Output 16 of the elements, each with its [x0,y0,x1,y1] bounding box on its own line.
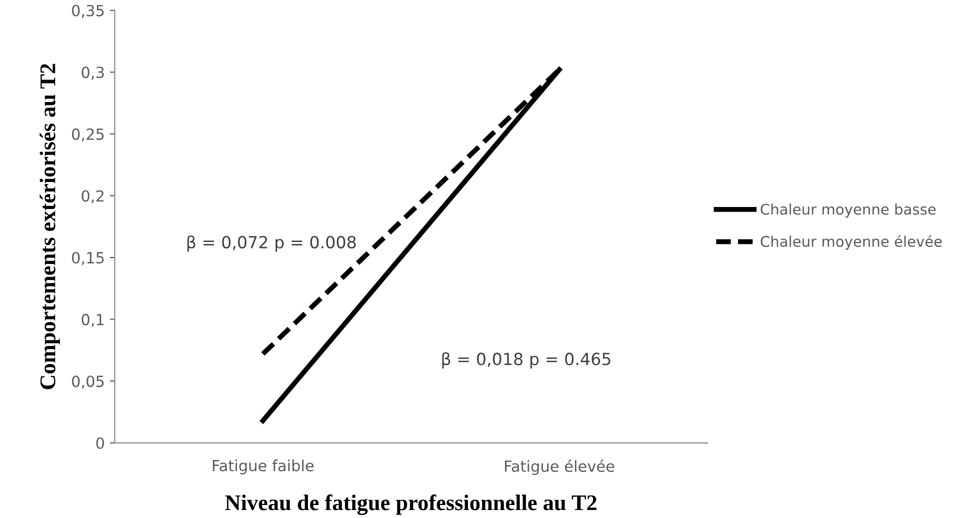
y-tick-label: 0,25 [72,128,104,142]
x-tick-label: Fatigue faible [212,460,314,474]
annotation: β = 0,072 p = 0.008 [187,235,356,252]
x-axis-title: Niveau de fatigue professionnelle au T2 [225,494,596,515]
x-tick-label: Fatigue élevée [505,460,614,475]
y-tick-label: 0 [96,437,104,449]
y-tick-label: 0,1 [82,314,104,327]
legend-label: Chaleur moyenne élevée [760,235,942,250]
y-tick-label: 0,35 [72,4,104,18]
y-tick-label: 0,2 [82,190,104,204]
annotation: β = 0,018 p = 0.465 [442,352,610,368]
y-tick-label: 0,05 [72,376,104,389]
legend-label: Chaleur moyenne basse [760,203,936,218]
y-tick-label: 0,3 [82,66,104,80]
y-tick-label: 0,15 [72,252,104,266]
y-axis-title: Comportements extériorisés au T2 [40,64,60,390]
